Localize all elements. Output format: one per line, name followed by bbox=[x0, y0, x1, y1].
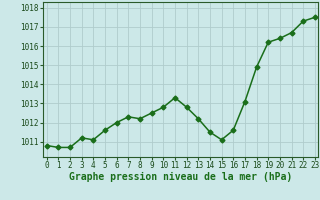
X-axis label: Graphe pression niveau de la mer (hPa): Graphe pression niveau de la mer (hPa) bbox=[69, 172, 292, 182]
